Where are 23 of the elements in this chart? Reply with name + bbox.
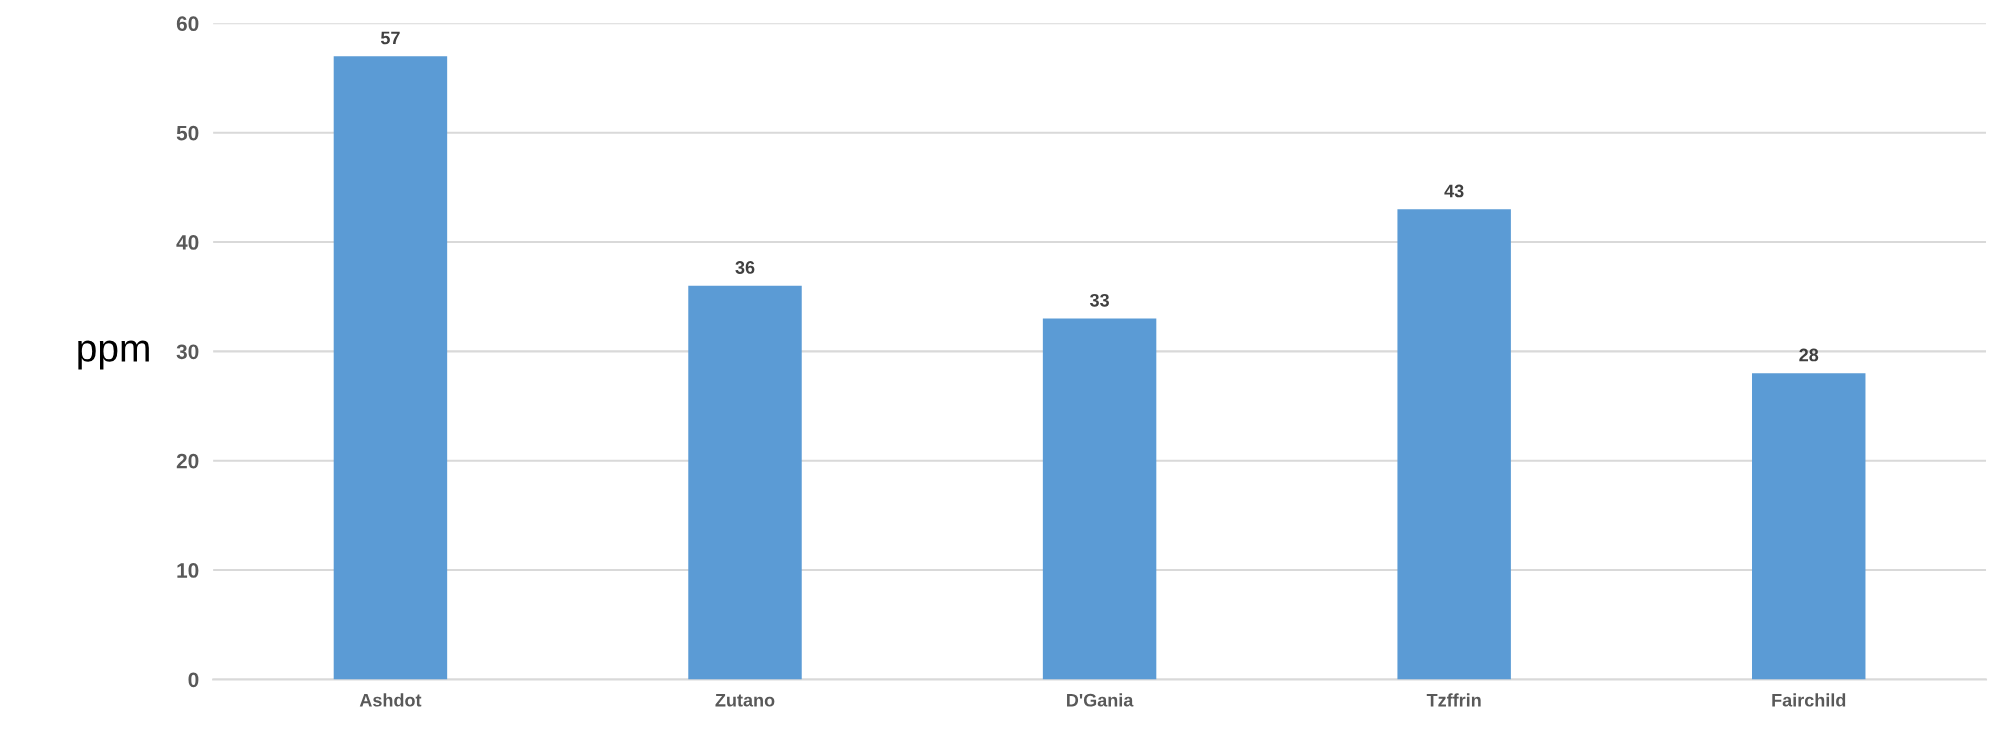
x-tick-label: D'Gania [1067, 693, 1134, 707]
y-tick-label: 50 [176, 125, 199, 141]
y-axis-title: ppm [78, 340, 149, 370]
bar [333, 56, 448, 680]
data-label: 28 [1799, 348, 1819, 362]
y-tick-label: 20 [176, 453, 199, 469]
y-tick-label: 60 [176, 16, 199, 32]
data-label: 43 [1444, 184, 1464, 198]
bar [1042, 318, 1157, 680]
x-tick-label: Tzffrin [1426, 693, 1481, 707]
x-tick-label: Fairchild [1772, 693, 1846, 707]
x-tick-label: Ashdot [359, 693, 422, 707]
x-tick-label: Zutano [715, 693, 775, 707]
bar [1752, 373, 1866, 680]
y-tick-label: 40 [176, 235, 199, 250]
data-label: 36 [735, 261, 755, 274]
y-tick-label: 10 [177, 563, 199, 578]
data-label: 57 [380, 31, 400, 45]
y-tick-label: 0 [188, 672, 199, 688]
bar [688, 285, 802, 680]
bar [1397, 209, 1511, 680]
y-tick-label: 30 [176, 344, 199, 360]
data-label: 33 [1089, 293, 1109, 307]
